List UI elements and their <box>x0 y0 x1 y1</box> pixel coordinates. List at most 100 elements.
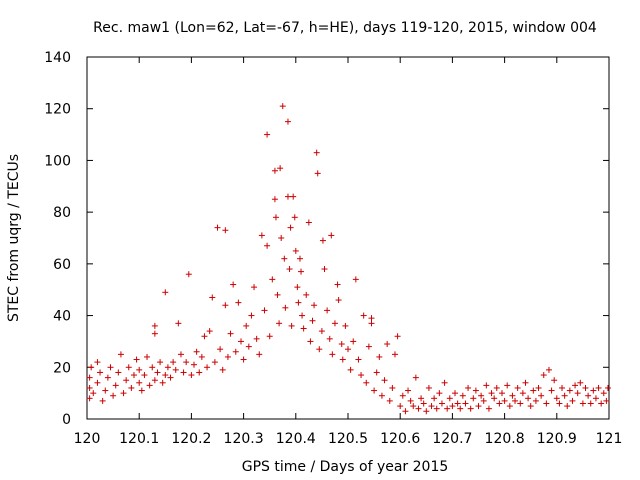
data-point <box>86 384 93 391</box>
data-point <box>110 392 117 399</box>
data-point <box>222 302 229 309</box>
data-point <box>603 397 610 404</box>
data-point <box>449 403 456 410</box>
data-point <box>335 297 342 304</box>
data-point <box>483 382 490 389</box>
data-point <box>371 387 378 394</box>
data-point <box>350 338 357 345</box>
data-point <box>281 255 288 262</box>
data-point <box>334 281 341 288</box>
data-point <box>227 330 234 337</box>
data-point <box>462 400 469 407</box>
data-point <box>389 384 396 391</box>
x-tick-label: 120.5 <box>328 431 368 447</box>
data-point <box>438 400 445 407</box>
data-point <box>418 395 425 402</box>
data-point <box>128 384 135 391</box>
data-point <box>177 351 184 358</box>
data-point <box>431 395 438 402</box>
data-point <box>183 359 190 366</box>
data-point <box>519 390 526 397</box>
data-point <box>509 392 516 399</box>
data-point <box>365 343 372 350</box>
data-point <box>496 400 503 407</box>
plot-frame <box>86 56 610 420</box>
data-point <box>94 379 101 386</box>
y-tick-label: 20 <box>53 360 71 376</box>
data-point <box>331 320 338 327</box>
data-point <box>311 302 318 309</box>
data-point <box>397 403 404 410</box>
data-point <box>172 366 179 373</box>
data-point <box>284 193 291 200</box>
data-point <box>420 400 427 407</box>
data-point <box>88 364 95 371</box>
data-point <box>159 379 166 386</box>
data-point <box>368 315 375 322</box>
data-point <box>321 266 328 273</box>
data-point <box>130 372 137 379</box>
data-point <box>209 294 216 301</box>
data-point <box>522 379 529 386</box>
data-point <box>376 353 383 360</box>
data-point <box>149 364 156 371</box>
data-point <box>224 353 231 360</box>
data-point <box>446 395 453 402</box>
data-point <box>198 353 205 360</box>
data-point <box>258 232 265 239</box>
data-point <box>381 377 388 384</box>
y-tick-label: 40 <box>53 309 71 325</box>
data-point <box>136 379 143 386</box>
data-point <box>303 291 310 298</box>
data-point <box>282 304 289 311</box>
y-tick-label: 0 <box>62 412 71 428</box>
data-point <box>154 369 161 376</box>
data-point <box>582 384 589 391</box>
data-point <box>144 353 151 360</box>
data-point <box>328 232 335 239</box>
data-point <box>120 390 127 397</box>
data-point <box>572 382 579 389</box>
data-point <box>358 372 365 379</box>
data-point <box>324 307 331 314</box>
data-point <box>217 346 224 353</box>
data-point <box>175 320 182 327</box>
data-point <box>592 395 599 402</box>
data-point <box>232 348 239 355</box>
data-point <box>287 224 294 231</box>
data-point <box>530 387 537 394</box>
y-tick-label: 60 <box>53 257 71 273</box>
data-point <box>360 312 367 319</box>
x-axis-label: GPS time / Days of year 2015 <box>242 459 449 475</box>
data-point <box>394 333 401 340</box>
data-point <box>162 289 169 296</box>
data-point <box>309 317 316 324</box>
data-point <box>415 405 422 412</box>
data-point <box>272 214 279 221</box>
data-point <box>342 322 349 329</box>
y-tick-label: 140 <box>44 50 71 66</box>
x-tick-label: 120.1 <box>119 431 159 447</box>
x-tick-label: 120.4 <box>276 431 316 447</box>
data-point <box>277 165 284 172</box>
data-point <box>157 359 164 366</box>
data-point <box>491 395 498 402</box>
data-point <box>222 227 229 234</box>
data-point <box>288 322 295 329</box>
data-point <box>86 395 93 402</box>
data-point <box>256 351 263 358</box>
data-point <box>314 170 321 177</box>
x-tick-label: 120.8 <box>485 431 525 447</box>
data-point <box>185 271 192 278</box>
data-point <box>253 335 260 342</box>
data-point <box>188 372 195 379</box>
data-point <box>162 372 169 379</box>
data-point <box>391 351 398 358</box>
data-point <box>115 369 122 376</box>
data-point <box>266 333 273 340</box>
data-point <box>292 247 299 254</box>
data-point <box>423 408 430 415</box>
data-point <box>470 395 477 402</box>
data-point <box>595 384 602 391</box>
